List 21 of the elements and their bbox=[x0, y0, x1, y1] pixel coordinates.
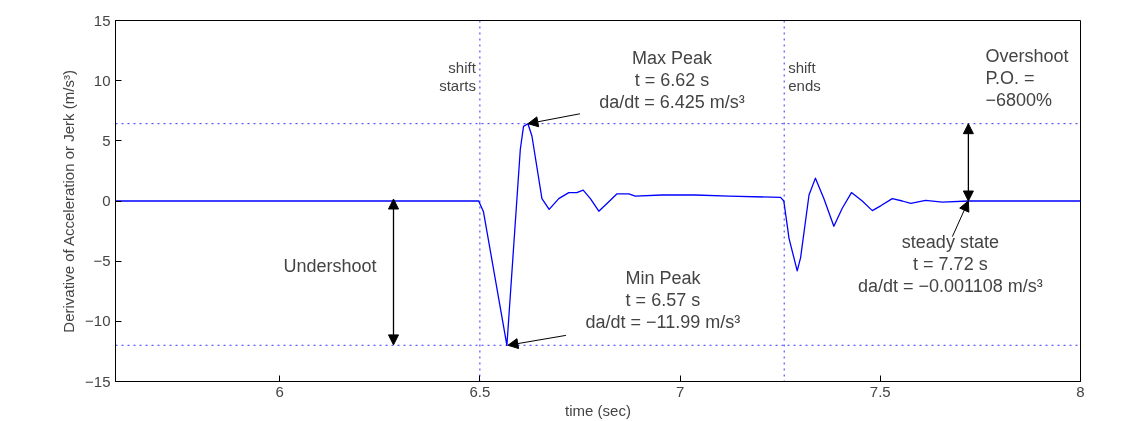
x-tick-label: 7.5 bbox=[869, 382, 891, 400]
y-tick-label: 0 bbox=[102, 192, 111, 209]
x-tick-label: 6.5 bbox=[469, 382, 491, 400]
y-tick-label: 5 bbox=[102, 131, 111, 149]
annotation: Undershoot bbox=[283, 255, 377, 276]
annotation: Overshoot P.O. = −6800% bbox=[985, 45, 1069, 110]
annotation: steady state t = 7.72 s da/dt = −0.001108 m/s³ bbox=[857, 232, 1043, 296]
y-tick-label: −15 bbox=[85, 372, 111, 390]
annotation: Min Peak t = 6.57 s da/dt = −11.99 m/s³ bbox=[585, 268, 741, 333]
annotation: Max Peak t = 6.62 s da/dt = 6.425 m/s³ bbox=[599, 47, 745, 112]
y-axis-title: Derivative of Acceleration or Jerk (m/s³) bbox=[60, 70, 78, 333]
x-tick-label: 7 bbox=[675, 382, 685, 400]
ref-line-label: shift ends bbox=[788, 58, 821, 95]
y-tick-label: 15 bbox=[93, 11, 111, 29]
y-tick-label: 10 bbox=[93, 71, 111, 89]
y-tick-label: −5 bbox=[93, 252, 111, 270]
x-tick-label: 6 bbox=[275, 382, 284, 400]
x-axis-title: time (sec) bbox=[565, 401, 631, 419]
y-tick-label: −10 bbox=[85, 312, 111, 330]
ref-line-label: shift starts bbox=[439, 58, 477, 95]
x-tick-label: 8 bbox=[1076, 382, 1085, 400]
